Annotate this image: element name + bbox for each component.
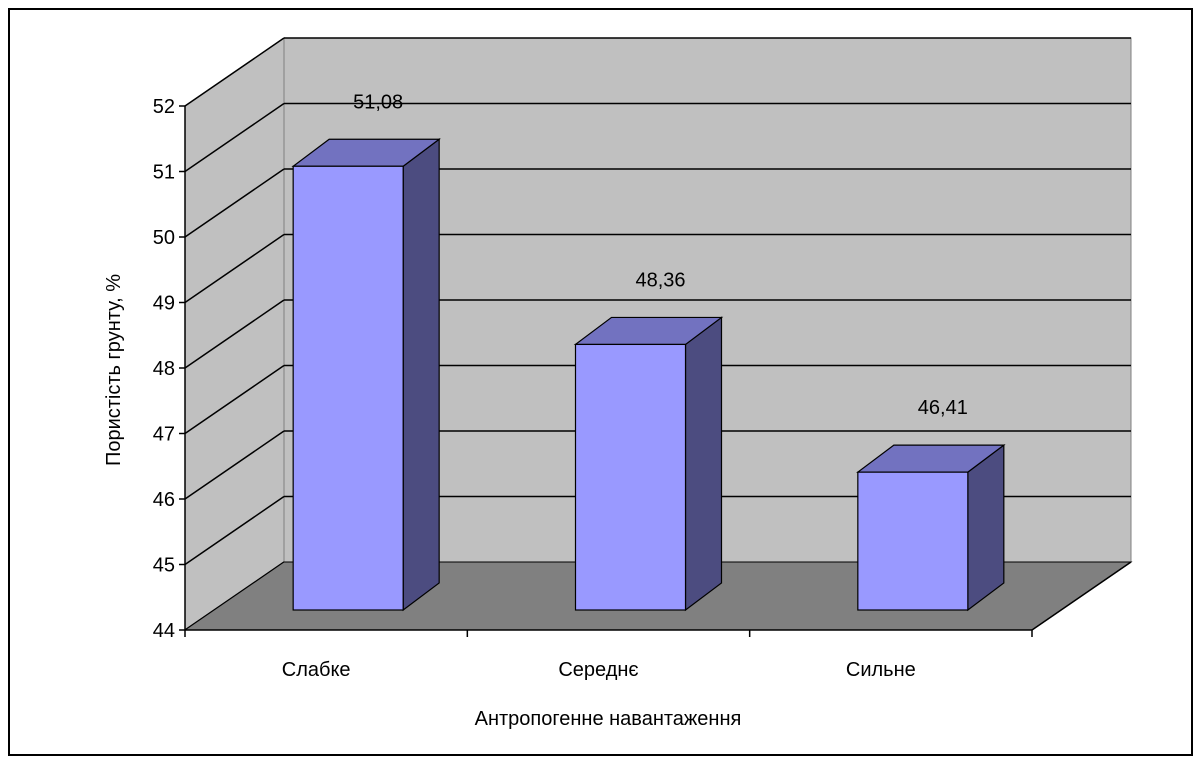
data-label: 51,08 [353, 91, 403, 113]
gridline-side [184, 233, 285, 304]
axes [179, 105, 1132, 637]
bar-1 [291, 138, 441, 612]
y-axis-title: Пористість грунту, % [103, 274, 125, 466]
bar-chart: 44 45 46 47 48 49 50 51 52 51,08 Слабке 48,36 Середн… [103, 37, 1133, 730]
bar-side [684, 316, 723, 612]
bar-front [857, 471, 969, 611]
gridline-side [184, 102, 285, 173]
bar-side [967, 443, 1005, 612]
y-tick-label: 44 [153, 620, 175, 642]
x-tick-label: Сильне [846, 659, 916, 681]
bar-side [402, 138, 440, 612]
gridline-side [184, 299, 285, 369]
bars [291, 138, 1006, 612]
x-tick-label: Слабке [282, 659, 351, 681]
y-tick-label: 47 [153, 424, 175, 446]
gridline-side [184, 168, 285, 238]
y-tick-label: 45 [153, 555, 175, 577]
y-tick-label: 49 [153, 293, 175, 315]
y-tick-label: 50 [153, 227, 175, 249]
chart-frame: 44 45 46 47 48 49 50 51 52 51,08 Слабке 48,36 Середн… [8, 8, 1193, 756]
gridline-side [184, 495, 285, 566]
bar-front [292, 165, 404, 611]
gridline-side [184, 430, 285, 500]
data-label: 46,41 [918, 397, 968, 419]
y-tick-label: 48 [153, 358, 175, 380]
floor-edge [1031, 561, 1132, 631]
labels: 44 45 46 47 48 49 50 51 52 51,08 Слабке 48,36 Середн… [153, 91, 968, 681]
x-axis-title: Антропогенне навантаження [475, 708, 742, 730]
bar-3 [856, 443, 1006, 612]
data-label: 48,36 [635, 269, 685, 291]
y-tick-label: 46 [153, 489, 175, 511]
bar-2 [573, 316, 724, 612]
bar-front [574, 343, 687, 611]
y-tick-label: 51 [153, 162, 175, 184]
y-tick-label: 52 [153, 96, 175, 118]
gridline-side [184, 364, 285, 435]
gridline-side [184, 37, 285, 107]
x-tick-label: Середнє [558, 659, 638, 681]
